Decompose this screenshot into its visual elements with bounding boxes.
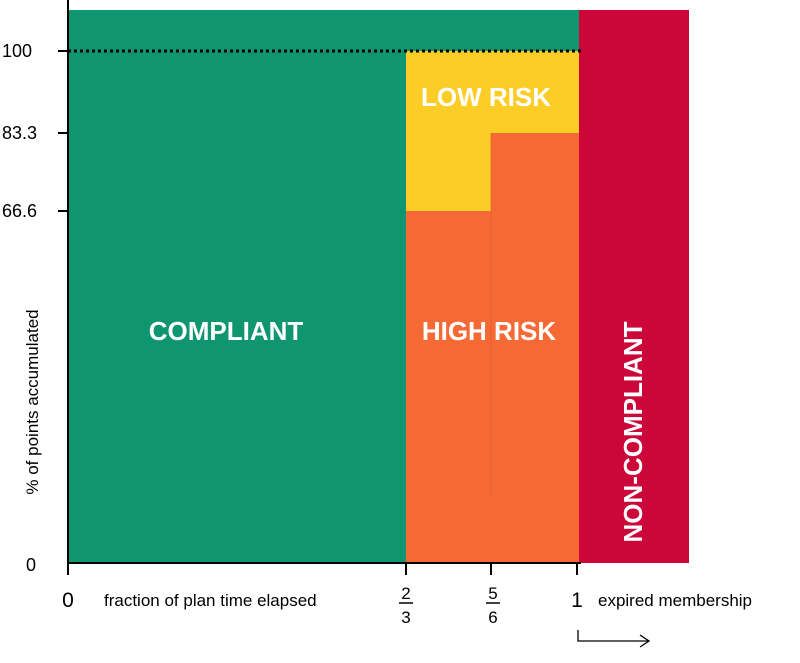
y-tick-label-0: 0	[26, 555, 36, 575]
x-tick-label-two-thirds-den: 3	[401, 608, 410, 627]
y-tick-label-66: 66.6	[2, 201, 37, 221]
high-risk-zone	[406, 133, 579, 563]
x-tick-label-five-sixths-den: 6	[488, 608, 497, 627]
expired-membership-label: expired membership	[598, 591, 752, 610]
x-tick-label-zero: 0	[62, 589, 74, 612]
x-tick-label-five-sixths-num: 5	[488, 584, 497, 603]
low-risk-label: LOW RISK	[421, 82, 551, 112]
y-tick-label-83: 83.3	[2, 123, 37, 143]
right-arrow-icon	[577, 630, 651, 648]
compliant-label: COMPLIANT	[149, 316, 304, 346]
y-tick-label-100: 100	[2, 41, 32, 61]
x-tick-label-two-thirds-num: 2	[401, 584, 410, 603]
x-tick-label-one: 1	[571, 589, 583, 612]
high-risk-label: HIGH RISK	[422, 316, 557, 346]
non-compliant-label: NON-COMPLIANT	[618, 321, 648, 542]
y-axis-label: % of points accumulated	[23, 309, 42, 494]
low-risk-zone	[406, 51, 579, 211]
non-compliant-zone	[579, 10, 689, 563]
x-axis-label: fraction of plan time elapsed	[104, 591, 317, 610]
